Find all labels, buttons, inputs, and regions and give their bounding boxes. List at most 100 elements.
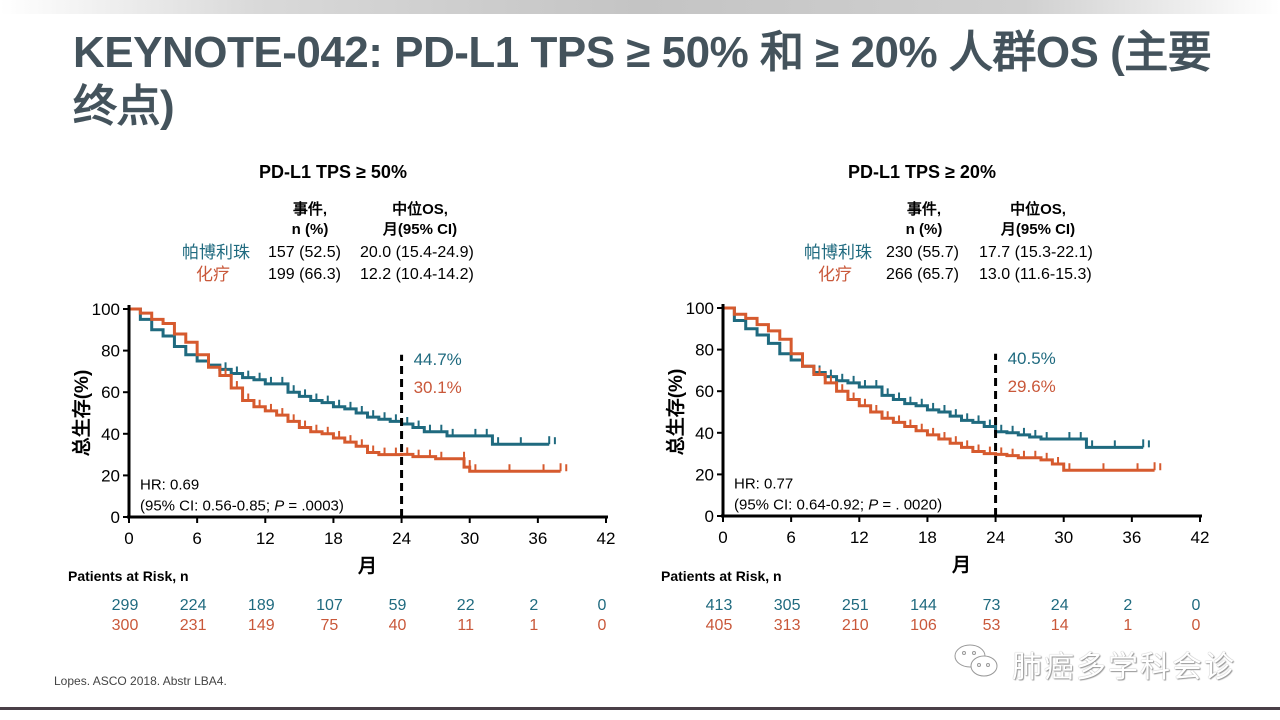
- slide-title: KEYNOTE-042: PD-L1 TPS ≥ 50% 和 ≥ 20% 人群O…: [73, 28, 1212, 131]
- x-tick-label: 24: [392, 529, 411, 548]
- events-header-line2: n (%): [905, 221, 943, 238]
- y-tick-label: 60: [695, 382, 714, 401]
- y-tick-label: 80: [101, 342, 120, 361]
- at-risk-chemotherapy: 210: [841, 617, 869, 634]
- median-header: 中位OS, 月(95% CI): [370, 200, 470, 240]
- events-header: 事件, n (%): [270, 200, 350, 240]
- survival-curve-chemotherapy: [723, 306, 1155, 472]
- y-tick-label: 100: [92, 300, 120, 319]
- hazard-ratio-text: HR: 0.69: [140, 477, 199, 494]
- median-header: 中位OS, 月(95% CI): [988, 200, 1088, 240]
- at-risk-chemotherapy: 1: [1123, 617, 1133, 634]
- x-tick-label: 18: [324, 529, 343, 548]
- at-risk-label: Patients at Risk, n: [661, 568, 782, 584]
- median-chemotherapy: 12.2 (10.4-14.2): [360, 266, 474, 283]
- wechat-icon: [954, 644, 998, 677]
- survival-curve-pembrolizumab: [129, 307, 550, 446]
- y-axis-label: 总生存(%): [70, 370, 93, 457]
- survival-curve-pembrolizumab: [723, 306, 1144, 449]
- arm-chemotherapy: 化疗: [818, 265, 852, 284]
- at-risk-chemotherapy: 300: [111, 617, 139, 634]
- arm-chemotherapy: 化疗: [196, 265, 230, 284]
- top-gradient-bar: [0, 0, 1280, 14]
- x-tick-label: 30: [1054, 528, 1073, 547]
- events-header-line1: 事件,: [906, 201, 942, 218]
- landmark-value-label: 40.5%: [1008, 349, 1056, 368]
- at-risk-pembrolizumab: 59: [388, 597, 407, 614]
- hazard-ratio-text: HR: 0.77: [734, 476, 793, 493]
- at-risk-chemotherapy: 11: [457, 617, 474, 634]
- events-header-line2: n (%): [291, 221, 329, 238]
- events-header: 事件, n (%): [884, 200, 964, 240]
- confidence-interval-text: (95% CI: 0.56-0.85; P = .0003): [140, 498, 344, 515]
- km-chart-tps20: 0 20 40 60 80 100 0 6 12 18 24 30 36 42 月 总生存(%) 40.5% 29…: [664, 299, 1209, 576]
- median-header-line2: 月(95% CI): [382, 221, 458, 238]
- at-risk-chemotherapy: 231: [179, 617, 207, 634]
- at-risk-pembrolizumab: 2: [529, 597, 539, 614]
- median-header-line1: 中位OS,: [1010, 201, 1066, 218]
- landmark-value-label: 30.1%: [414, 378, 462, 397]
- landmark-value-label: 44.7%: [414, 350, 462, 369]
- x-tick-label: 12: [850, 528, 869, 547]
- x-axis-label: 月: [357, 556, 377, 577]
- y-tick-label: 0: [111, 508, 120, 527]
- at-risk-chemotherapy: 405: [705, 617, 733, 634]
- y-tick-label: 20: [695, 465, 714, 484]
- events-pembrolizumab: 157 (52.5): [268, 244, 341, 261]
- y-tick-label: 0: [705, 507, 714, 526]
- at-risk-chemotherapy: 75: [320, 617, 339, 634]
- x-tick-label: 30: [460, 529, 479, 548]
- x-tick-label: 36: [528, 529, 547, 548]
- at-risk-pembrolizumab: 305: [773, 597, 801, 614]
- y-tick-label: 60: [101, 383, 120, 402]
- y-tick-label: 40: [695, 424, 714, 443]
- x-tick-label: 0: [124, 529, 133, 548]
- at-risk-pembrolizumab: 413: [705, 597, 733, 614]
- x-tick-label: 0: [718, 528, 727, 547]
- y-axis-label: 总生存(%): [664, 369, 687, 456]
- watermark-text: 肺癌多学科会诊: [1012, 651, 1236, 684]
- at-risk-pembrolizumab: 24: [1050, 597, 1069, 614]
- at-risk-pembrolizumab: 189: [247, 597, 275, 614]
- x-tick-label: 42: [597, 529, 616, 548]
- y-tick-label: 40: [101, 425, 120, 444]
- at-risk-chemotherapy: 1: [529, 617, 539, 634]
- x-tick-label: 6: [192, 529, 201, 548]
- at-risk-pembrolizumab: 0: [1191, 597, 1201, 614]
- at-risk-chemotherapy: 106: [910, 617, 937, 634]
- panel-title: PD-L1 TPS ≥ 20%: [848, 162, 996, 182]
- at-risk-chemotherapy: 40: [388, 617, 407, 634]
- at-risk-pembrolizumab: 2: [1123, 597, 1133, 614]
- x-tick-label: 6: [786, 528, 795, 547]
- at-risk-chemotherapy: 0: [1191, 617, 1201, 634]
- at-risk-chemotherapy: 0: [597, 617, 607, 634]
- at-risk-pembrolizumab: 73: [982, 597, 1001, 614]
- survival-curve-chemotherapy: [129, 307, 561, 473]
- at-risk-pembrolizumab: 107: [316, 597, 343, 614]
- x-tick-label: 24: [986, 528, 1005, 547]
- panel-title: PD-L1 TPS ≥ 50%: [259, 162, 407, 182]
- at-risk-chemotherapy: 53: [982, 617, 1001, 634]
- at-risk-chemotherapy: 14: [1050, 617, 1069, 634]
- events-pembrolizumab: 230 (55.7): [886, 244, 959, 261]
- at-risk-chemotherapy: 149: [247, 617, 275, 634]
- at-risk-pembrolizumab: 144: [910, 597, 937, 614]
- y-tick-label: 100: [686, 299, 714, 318]
- bottom-bar: [0, 707, 1280, 710]
- events-header-line1: 事件,: [292, 201, 328, 218]
- median-header-line1: 中位OS,: [392, 201, 448, 218]
- median-header-line2: 月(95% CI): [1000, 221, 1076, 238]
- y-tick-label: 80: [695, 341, 714, 360]
- landmark-value-label: 29.6%: [1008, 377, 1056, 396]
- x-tick-label: 12: [256, 529, 275, 548]
- median-pembrolizumab: 20.0 (15.4-24.9): [360, 244, 474, 261]
- median-chemotherapy: 13.0 (11.6-15.3): [979, 266, 1092, 283]
- arm-pembrolizumab: 帕博利珠: [804, 243, 872, 262]
- at-risk-label: Patients at Risk, n: [68, 568, 189, 584]
- x-tick-label: 18: [918, 528, 937, 547]
- arm-pembrolizumab: 帕博利珠: [182, 243, 250, 262]
- citation-footnote: Lopes. ASCO 2018. Abstr LBA4.: [54, 674, 227, 688]
- at-risk-pembrolizumab: 299: [111, 597, 139, 614]
- events-chemotherapy: 199 (66.3): [268, 266, 341, 283]
- at-risk-pembrolizumab: 22: [456, 597, 475, 614]
